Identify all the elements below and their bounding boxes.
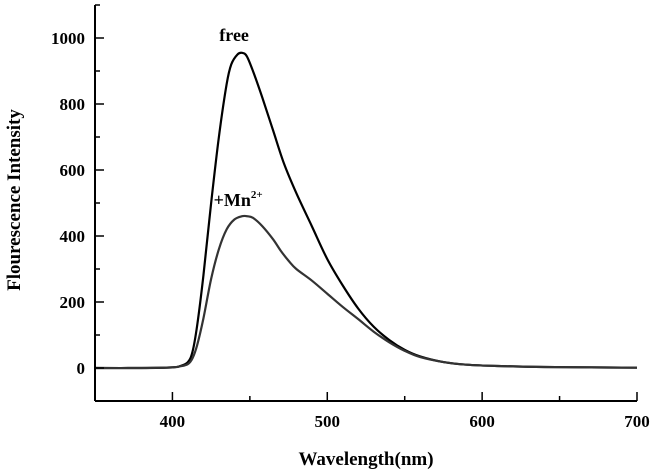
y-tick-label: 0 — [77, 359, 86, 378]
y-tick-label: 200 — [60, 293, 86, 312]
y-tick-label: 1000 — [51, 29, 85, 48]
x-axis-title: Wavelength(nm) — [298, 449, 433, 470]
series-line-mn — [95, 216, 637, 368]
x-tick-label: 500 — [315, 412, 341, 431]
x-tick-label: 700 — [624, 412, 650, 431]
y-tick-label: 400 — [60, 227, 86, 246]
x-tick-label: 400 — [160, 412, 186, 431]
y-tick-label: 800 — [60, 95, 86, 114]
y-tick-label: 600 — [60, 161, 86, 180]
annotation-mn-base: +Mn — [214, 190, 251, 210]
line-chart: 02004006008001000400500600700 free+Mn2+ … — [0, 0, 659, 472]
y-axis-title: Flourescence Intensity — [4, 109, 25, 291]
series-line-free — [95, 53, 637, 368]
annotation-mn-superscript: 2+ — [251, 189, 263, 201]
annotation-mn: +Mn2+ — [214, 189, 263, 210]
axes-layer — [95, 5, 637, 401]
x-tick-label: 600 — [469, 412, 495, 431]
annotation-free: free — [219, 25, 249, 45]
series-layer — [95, 53, 637, 368]
